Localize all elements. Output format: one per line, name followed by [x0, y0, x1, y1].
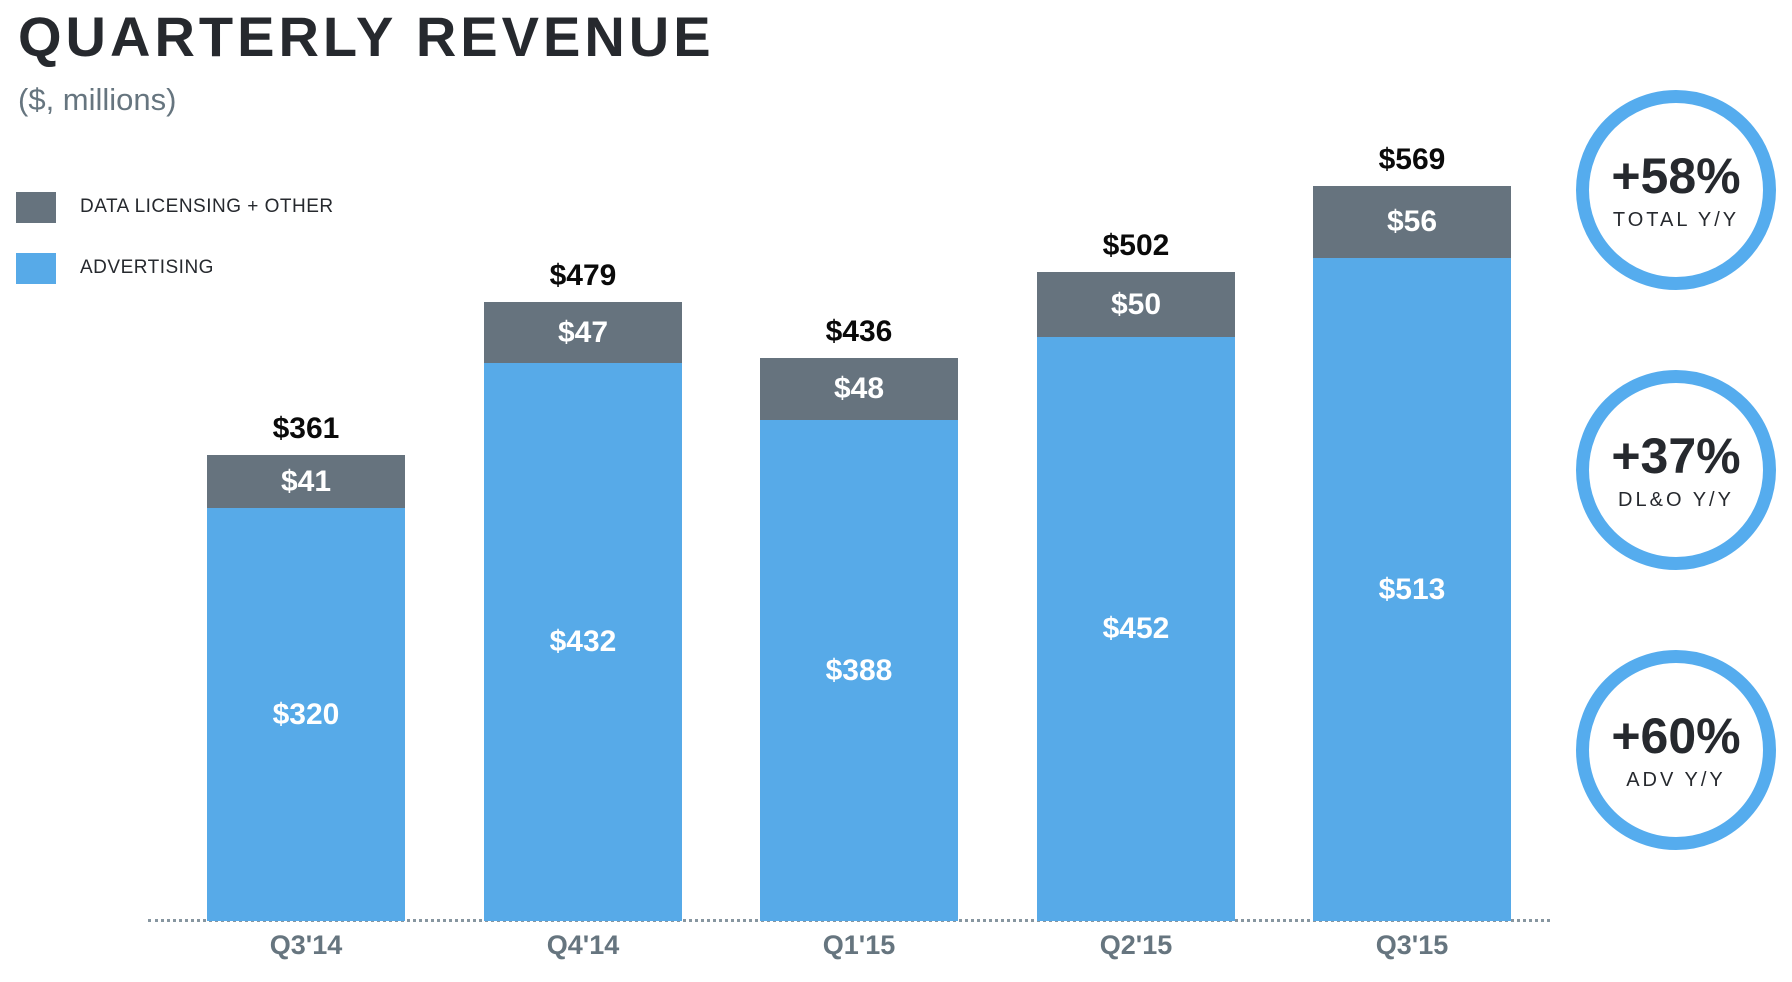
- data-licensing-value-label: $47: [557, 315, 609, 349]
- x-axis-label: Q2'15: [1099, 930, 1173, 960]
- subtitle: ($, millions): [18, 82, 177, 117]
- data-licensing-value-label: $50: [1110, 287, 1162, 321]
- advertising-value-label: $513: [1378, 572, 1446, 606]
- badge-value: +60%: [1611, 707, 1741, 764]
- bar-group: $388 $48 $436 Q1'15: [760, 0, 958, 982]
- bar-segment-data-licensing: $50: [1037, 272, 1235, 337]
- x-axis-label: Q3'15: [1375, 930, 1449, 960]
- legend-swatch: [16, 252, 56, 284]
- data-licensing-value-label: $56: [1386, 205, 1438, 238]
- bar-segment-data-licensing: $41: [207, 455, 405, 508]
- bar-segment-advertising: $388: [760, 420, 958, 921]
- advertising-value-label: $452: [1102, 612, 1170, 645]
- bar-group: $320 $41 $361 Q3'14: [207, 0, 405, 982]
- badge-value: +37%: [1611, 427, 1741, 484]
- growth-badge: +60% ADV Y/Y: [1576, 650, 1776, 850]
- legend-item: DATA LICENSING + OTHER: [16, 191, 334, 223]
- bar-group: $452 $50 $502 Q2'15: [1037, 0, 1235, 982]
- bar-segment-advertising: $432: [484, 363, 682, 921]
- bar-group: $432 $47 $479 Q4'14: [484, 0, 682, 982]
- badge-value: +58%: [1611, 147, 1741, 204]
- legend-swatch: [16, 191, 56, 223]
- bar-segment-advertising: $320: [207, 508, 405, 921]
- advertising-value-label: $320: [272, 697, 340, 731]
- data-licensing-value-label: $41: [280, 464, 332, 498]
- bar-segment-advertising: $513: [1313, 258, 1511, 921]
- bar-segment-advertising: $452: [1037, 337, 1235, 921]
- growth-badge: +58% TOTAL Y/Y: [1576, 90, 1776, 290]
- bar-total-label: $569: [1378, 143, 1446, 176]
- advertising-value-label: $388: [825, 653, 893, 687]
- badge-label: TOTAL Y/Y: [1612, 208, 1740, 231]
- bar-segment-data-licensing: $47: [484, 302, 682, 363]
- data-licensing-value-label: $48: [833, 372, 885, 405]
- growth-badge: +37% DL&O Y/Y: [1576, 370, 1776, 570]
- bar-total-label: $502: [1102, 229, 1170, 262]
- page-title: QUARTERLY REVENUE: [18, 5, 715, 68]
- x-axis-label: Q3'14: [269, 930, 343, 960]
- badge-label: ADV Y/Y: [1626, 768, 1726, 791]
- bar-total-label: $361: [272, 412, 340, 445]
- legend-label: ADVERTISING: [80, 257, 214, 278]
- legend-label: DATA LICENSING + OTHER: [80, 196, 334, 217]
- badge-label: DL&O Y/Y: [1618, 488, 1734, 511]
- x-axis-label: Q1'15: [822, 930, 896, 960]
- bar-total-label: $479: [549, 259, 617, 292]
- legend-item: ADVERTISING: [16, 252, 214, 284]
- x-axis-label: Q4'14: [546, 930, 620, 960]
- bar-segment-data-licensing: $48: [760, 358, 958, 420]
- bar-total-label: $436: [825, 315, 893, 348]
- advertising-value-label: $432: [549, 625, 617, 658]
- bar-group: $513 $56 $569 Q3'15: [1313, 0, 1511, 982]
- bar-segment-data-licensing: $56: [1313, 186, 1511, 258]
